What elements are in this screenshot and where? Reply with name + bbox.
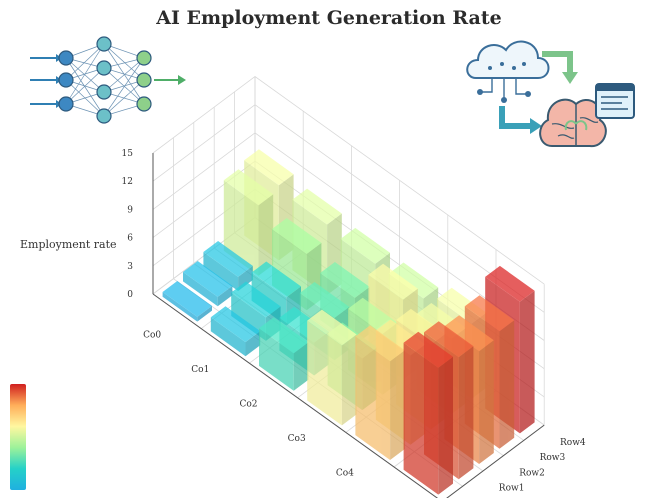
bar-top-face — [368, 263, 418, 300]
bar-Co1-Row0 — [210, 306, 261, 357]
x-tick-label: Co4 — [336, 469, 354, 479]
chart-title: AI Employment Generation Rate — [155, 7, 501, 29]
bar-front-face — [203, 252, 239, 291]
bar-front-face — [231, 292, 266, 341]
bar-side-face — [197, 305, 212, 322]
z-tick-label: 9 — [127, 205, 133, 215]
bar-side-face — [519, 290, 535, 434]
bar-Co0-Row0 — [162, 281, 212, 322]
bar-top-face — [251, 261, 301, 298]
bar-top-face — [292, 188, 342, 225]
bar-Co4-Row0 — [355, 325, 405, 460]
bar-top-face — [320, 262, 370, 298]
bar-Co0-Row1 — [183, 261, 233, 307]
chart-bars — [162, 149, 535, 495]
bar-top-face — [388, 262, 439, 299]
z-tick-label: 6 — [127, 234, 133, 244]
x-axis-line — [152, 293, 439, 498]
y-axis-line — [446, 424, 545, 498]
bar-front-face — [403, 342, 439, 495]
bar-front-face — [183, 272, 218, 307]
bar-top-face — [355, 325, 405, 362]
bar-top-face — [464, 295, 515, 332]
bar-side-face — [293, 342, 309, 391]
bar-top-face — [485, 265, 535, 302]
y-tick-label: Row4 — [560, 438, 586, 448]
bar-side-face — [217, 285, 233, 307]
x-tick-label: Co0 — [143, 330, 161, 340]
z-axis-label: Employment rate — [20, 238, 117, 251]
bar-top-face — [223, 169, 274, 206]
y-tick-label: Row3 — [540, 453, 566, 463]
bar-top-face — [307, 309, 357, 346]
bar-top-face — [244, 149, 294, 186]
bar-top-face — [231, 281, 281, 318]
neural-network-icon — [30, 36, 186, 124]
z-tick-label: 0 — [127, 290, 133, 300]
x-tick-label: Co1 — [191, 365, 209, 375]
bar-Co2-Row0 — [259, 317, 309, 391]
y-tick-label: Row2 — [519, 468, 545, 478]
bar-top-face — [299, 282, 350, 318]
z-tick-label: 3 — [127, 262, 133, 272]
y-tick-label: Row1 — [499, 484, 525, 494]
bar-front-face — [307, 320, 342, 426]
chart-tick-labels: 03691215Co0Co1Co2Co3Co4Co5Row0Row1Row2Ro… — [122, 149, 586, 494]
x-tick-label: Co3 — [288, 434, 306, 444]
bar-top-face — [272, 218, 322, 254]
z-tick-label: 15 — [122, 149, 134, 159]
bar-side-face — [499, 320, 515, 449]
bar-top-face — [259, 317, 309, 354]
cloud-brain-icon — [466, 40, 635, 148]
bar-side-face — [479, 340, 494, 464]
bar-side-face — [458, 346, 474, 480]
colorbar — [10, 384, 26, 490]
bar-top-face — [162, 281, 212, 317]
bar-side-face — [245, 331, 261, 357]
bar-top-face — [203, 241, 253, 277]
bar-side-face — [390, 350, 405, 460]
z-tick-label: 12 — [122, 177, 133, 187]
bar-front-face — [259, 328, 294, 391]
bar-front-face — [210, 317, 246, 357]
bar-top-face — [183, 261, 233, 297]
bar-Co5-Row0 — [403, 331, 453, 495]
x-tick-label: Co2 — [239, 400, 257, 410]
bar-side-face — [438, 356, 453, 495]
bar-top-face — [424, 321, 474, 358]
bar-top-face — [403, 331, 453, 368]
bar-top-face — [444, 315, 494, 352]
bar-Co3-Row0 — [307, 309, 357, 426]
bar-side-face — [258, 194, 274, 276]
bar-front-face — [162, 292, 198, 322]
bar-top-face — [210, 306, 261, 343]
bar-front-face — [355, 336, 391, 460]
bar-side-face — [341, 334, 357, 426]
bar-top-face — [340, 227, 390, 264]
